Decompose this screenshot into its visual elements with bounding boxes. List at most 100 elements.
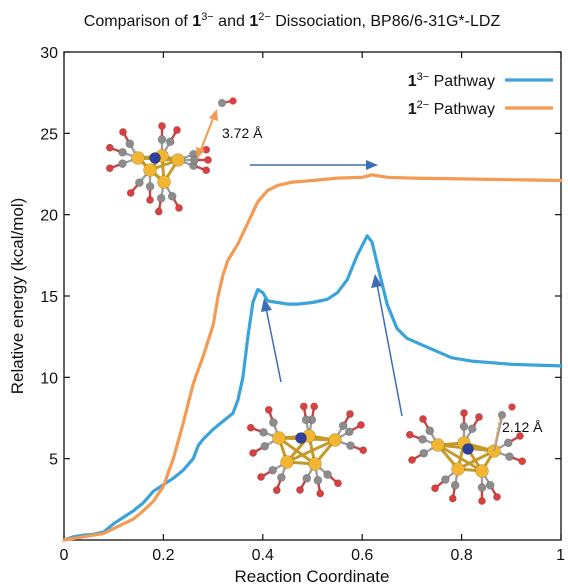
atom-C [301,415,311,425]
atom-Fe [431,438,445,452]
atom-O [299,402,308,411]
y-tick-label: 20 [40,208,58,225]
atom-C [467,424,477,434]
atom-O [173,126,181,134]
atom-O [408,456,416,464]
atom-O [448,494,457,503]
atom-O [419,415,427,423]
atom-O [158,122,166,130]
arrow-mid [265,307,282,383]
atom-C [218,99,226,107]
atom-C [156,193,166,203]
atom-C [118,159,127,168]
atom-C [135,178,144,187]
atom-C [477,483,487,492]
series-group [62,173,563,542]
atom-C [157,135,167,144]
molecule-structure-bottom-middle [246,402,368,498]
atom-O [516,432,524,440]
atom-O [346,410,354,418]
atom-C [346,441,355,450]
bond-distance-arrow [199,115,215,153]
chart-title: Comparison of 13− and 12− Dissociation, … [84,11,501,30]
series-line-1 [62,234,563,542]
atom-O [105,164,114,173]
arrow-mid-head [261,298,272,312]
x-tick-label: 0.6 [351,547,373,564]
atom-O [518,457,527,466]
atom-Fe [157,175,171,189]
atom-O [119,128,127,136]
atom-O [229,97,237,105]
bond [492,416,504,452]
atom-O [357,421,365,429]
atom-O [508,403,516,411]
atom-O [264,405,273,414]
atom-C [485,480,495,490]
x-ticks: 0 0.2 0.4 0.6 0.8 1 [60,52,565,564]
atom-Fe [308,457,322,471]
bond-distance-label: 3.72 Å [222,125,263,141]
y-tick-label: 15 [40,289,58,306]
atom-O [475,413,483,421]
atom-C [505,452,514,461]
bond-distance-arrow-head-bottom [196,147,205,159]
atom-C [425,426,435,436]
atom-C [118,148,127,157]
atom-Fe [451,462,465,476]
atom-C [459,422,469,431]
y-tick-label: 25 [40,126,58,143]
atom-N [462,443,474,455]
atom-C [418,435,427,444]
y-axis-label: Relative energy (kcal/mol) [8,198,27,395]
y-tick-label: 30 [40,45,58,62]
atom-C [260,441,270,451]
atom-O [334,479,342,488]
atom-C [323,470,332,479]
atom-Fe [143,163,157,177]
arrow-top-head [366,160,378,170]
legend-label-1: 13− Pathway [408,71,495,90]
atom-C [125,139,135,149]
atom-O [431,484,439,493]
atom-O [478,497,486,505]
atom-C [277,473,286,482]
atom-O [493,493,501,501]
y-tick-label: 5 [49,452,58,469]
legend-label-2: 12− Pathway [408,99,495,118]
x-tick-label: 0.2 [152,547,174,564]
x-tick-label: 0.8 [450,547,472,564]
atom-O [405,430,414,439]
atom-Fe [328,433,342,447]
atom-C [269,418,278,427]
molecule-structure-bottom-right [405,403,527,505]
x-tick-label: 1 [556,547,565,564]
y-ticks: 5 10 15 20 25 30 [40,45,561,469]
bond [285,438,337,464]
atom-O [316,489,325,498]
atom-N [295,432,307,444]
arrow-right-head [371,274,382,288]
series-line-2 [62,173,563,542]
bond [456,449,496,471]
atom-O [126,189,135,197]
x-tick-label: 0.4 [252,547,274,564]
atom-Fe [171,153,185,167]
atom-C [441,475,450,484]
atom-C [268,465,278,475]
atom-C [419,448,429,458]
atom-C [167,191,177,201]
atom-C [344,427,354,437]
atom-C [450,480,460,490]
atom-C [498,411,506,419]
bond-distance-dashed [493,417,501,451]
annotation-arrows [196,109,501,451]
atom-Fe [280,455,294,469]
atom-O [310,402,319,411]
y-tick-label: 10 [40,370,58,387]
atom-O [460,409,468,417]
atom-C [313,475,323,485]
atom-O [272,486,281,495]
atom-O [175,204,183,212]
